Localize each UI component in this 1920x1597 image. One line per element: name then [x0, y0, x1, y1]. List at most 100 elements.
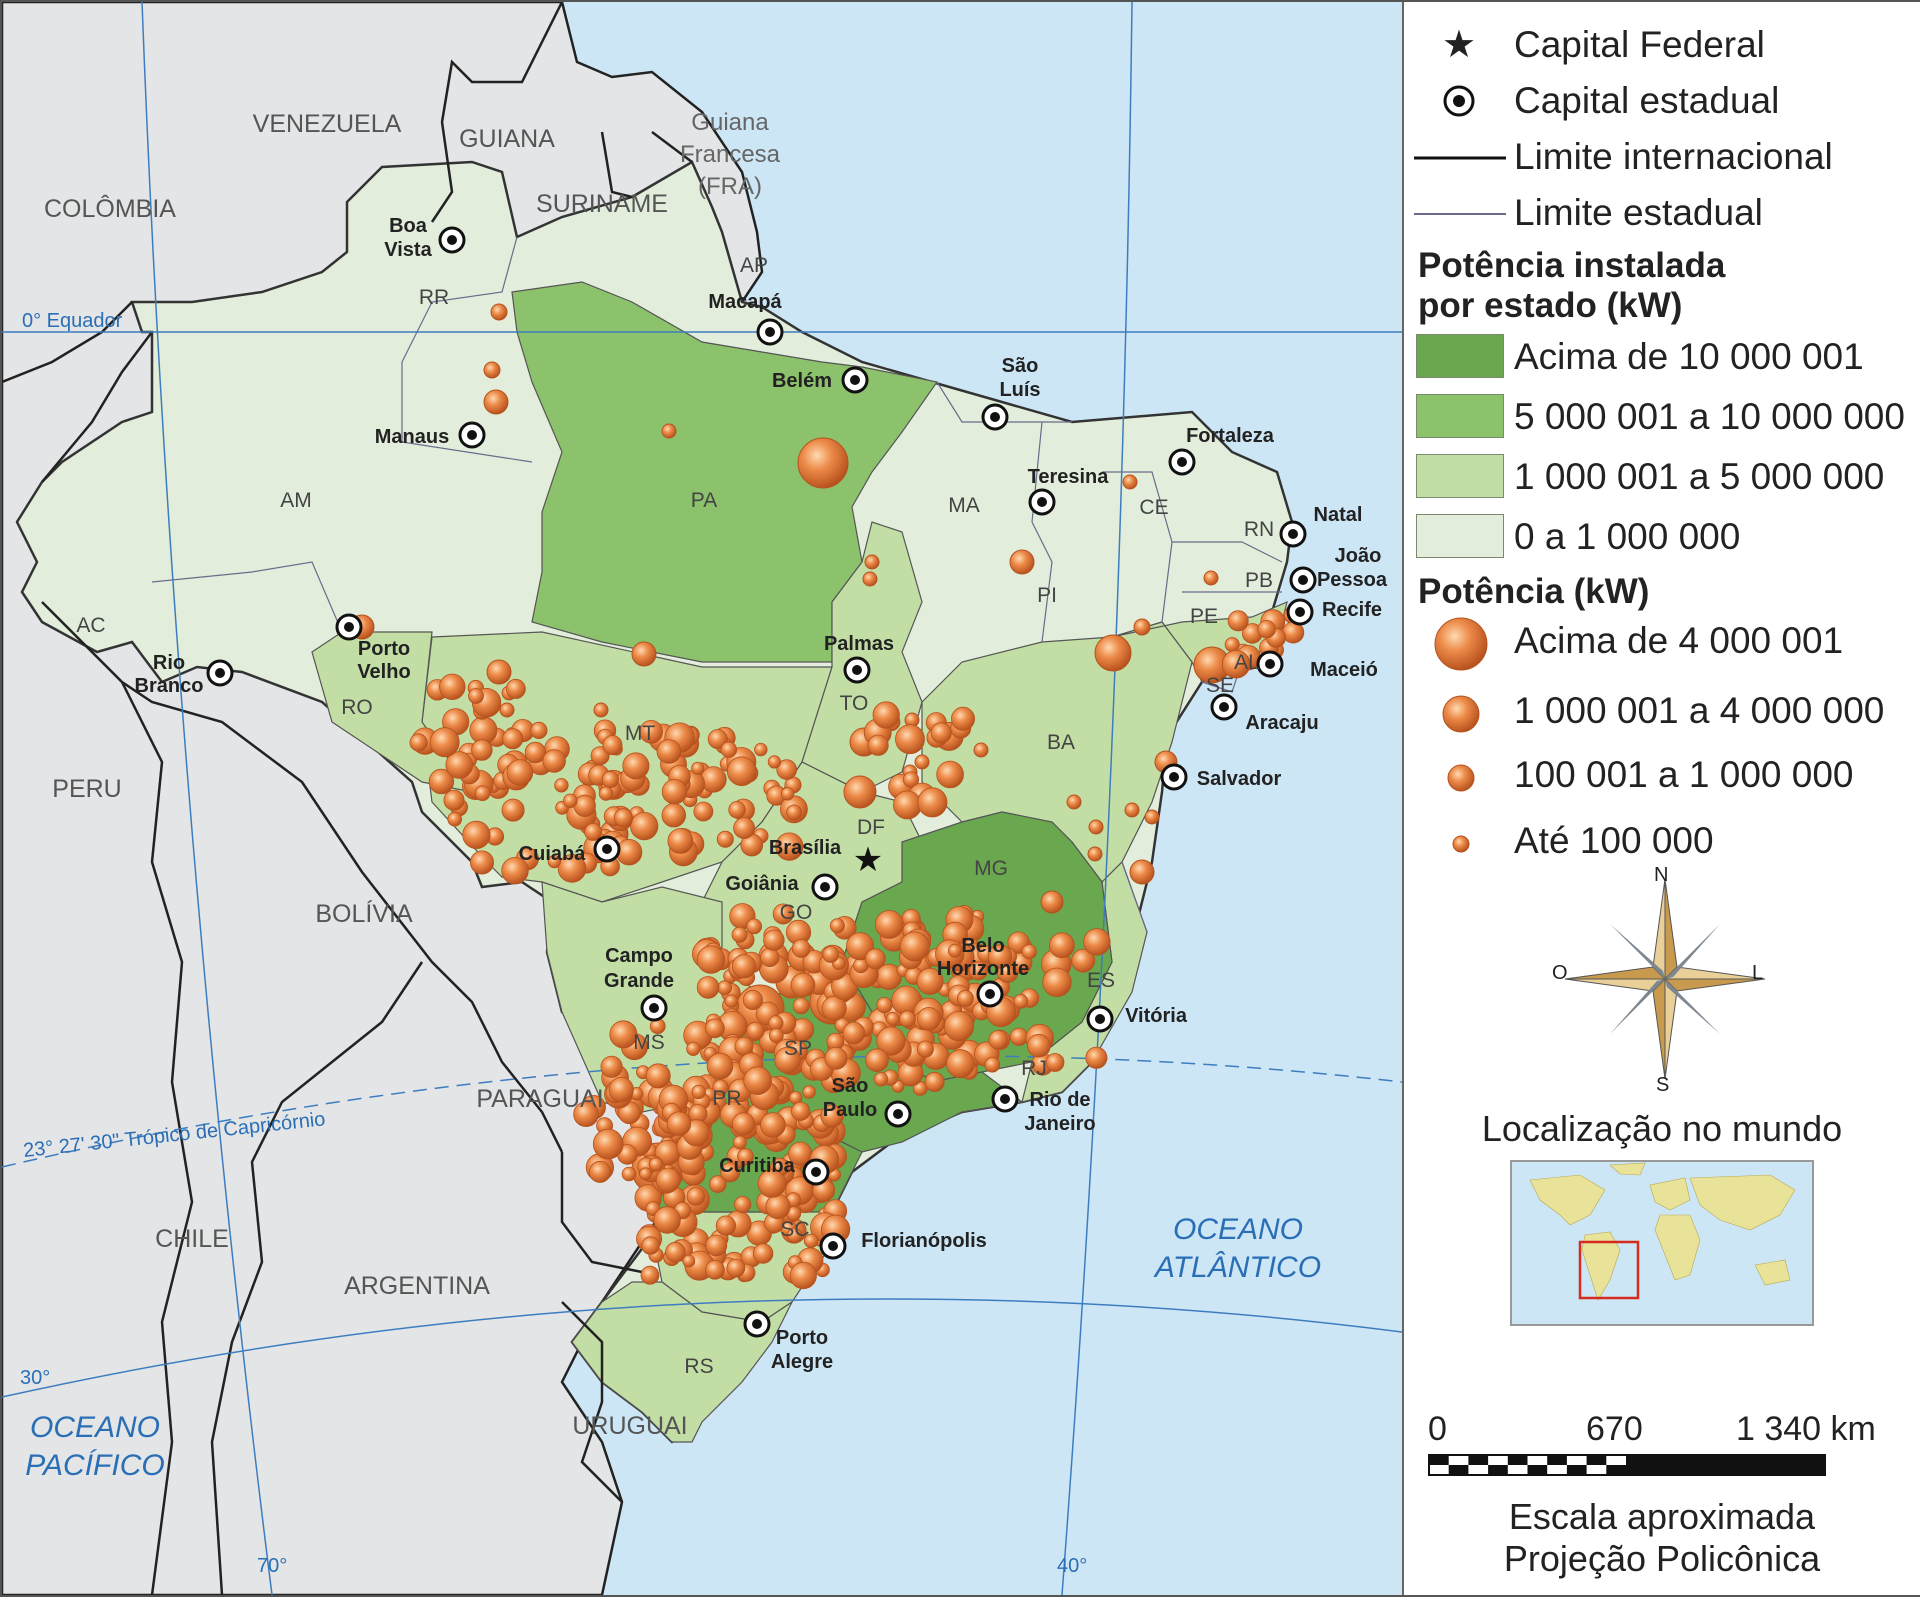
- country-label-bolivia: BOLÍVIA: [315, 899, 413, 928]
- state-label-pa: PA: [691, 489, 717, 512]
- capital-label-maceio: Maceió: [1310, 659, 1378, 681]
- capital-label-recife: Recife: [1322, 599, 1382, 621]
- scale-tick-670: 670: [1586, 1410, 1643, 1448]
- capital-label-rio_branco: Branco: [135, 675, 204, 697]
- equator-label: 0° Equador: [22, 310, 123, 332]
- scale-tick-1340: 1 340 km: [1736, 1410, 1876, 1448]
- scale-caption-2: Projeção Policônica: [1503, 1538, 1821, 1579]
- bubble-icon: [1447, 764, 1475, 792]
- state-label-am: AM: [280, 489, 312, 512]
- legend-label-intl-border: Limite internacional: [1514, 136, 1833, 177]
- gf-line-3: (FRA): [698, 173, 762, 200]
- capital-label-belo_horizonte: Horizonte: [937, 958, 1029, 980]
- state-label-ce: CE: [1139, 496, 1168, 519]
- capital-label-joao_pessoa: Pessoa: [1317, 569, 1388, 591]
- state-label-ac: AC: [76, 614, 105, 637]
- legend-state-class-label: 0 a 1 000 000: [1514, 516, 1741, 557]
- country-label-chile: CHILE: [155, 1225, 229, 1253]
- ocean-labels: OCEANO ATLÂNTICO OCEANO PACÍFICO: [25, 1213, 1321, 1482]
- pacific-label-1: OCEANO: [30, 1411, 160, 1444]
- state-label-rn: RN: [1244, 518, 1274, 541]
- state-capitals: [206, 226, 1317, 1338]
- country-label-peru: PERU: [52, 775, 121, 803]
- state-label-go: GO: [780, 901, 813, 924]
- capital-label-sao_luis: Luís: [999, 379, 1040, 401]
- guiana-francesa-label: Guiana Francesa (FRA): [680, 109, 781, 200]
- legend-power-class-label: 1 000 001 a 4 000 000: [1514, 690, 1885, 731]
- lon40-label: 40°: [1057, 1555, 1087, 1577]
- capital-label-campo_grande: Campo: [605, 945, 673, 967]
- country-label-argentina: ARGENTINA: [344, 1272, 490, 1300]
- scale-caption-1: Escala aproximada: [1508, 1496, 1816, 1537]
- capital-label-porto_alegre: Alegre: [771, 1351, 833, 1373]
- capital-label-sao_luis: São: [1002, 355, 1039, 377]
- state-label-ba: BA: [1047, 731, 1075, 754]
- state-label-pi: PI: [1037, 584, 1057, 607]
- gf-line-1: Guiana: [691, 109, 769, 136]
- capital-label-rio_de_janeiro: Janeiro: [1024, 1113, 1095, 1135]
- state-label-se: SE: [1206, 674, 1234, 697]
- meridian-70: [141, 2, 273, 1595]
- state-label-sp: SP: [784, 1037, 812, 1060]
- bubble-icon: [1434, 617, 1488, 671]
- compass-s: S: [1656, 1074, 1670, 1096]
- legend-state-class-label: 5 000 001 a 10 000 000: [1514, 396, 1905, 437]
- atlantic-label-1: OCEANO: [1173, 1213, 1303, 1246]
- capital-label-aracaju: Aracaju: [1245, 712, 1318, 734]
- legend-label-federal-capital: Capital Federal: [1514, 24, 1765, 65]
- compass-n: N: [1654, 864, 1669, 886]
- country-labels: VENEZUELA GUIANA SURINAME COLÔMBIA PERU …: [44, 110, 688, 1440]
- lat30-line: [2, 1298, 1402, 1398]
- state-label-ma: MA: [948, 494, 980, 517]
- thick-line-icon: [1414, 156, 1506, 160]
- state-label-mt: MT: [625, 722, 655, 745]
- legend-panel: ★ Capital Federal Capital estadual Limit…: [1402, 2, 1920, 1595]
- capital-label-porto_velho: Velho: [357, 661, 410, 683]
- state-title-line-1: Potência instalada: [1418, 246, 1726, 285]
- capital-label-porto_velho: Porto: [358, 638, 410, 660]
- capital-label-belo_horizonte: Belo: [961, 935, 1004, 957]
- capital-label-fortaleza: Fortaleza: [1186, 425, 1275, 447]
- graticule: [2, 2, 1402, 1595]
- legend-swatch: [1416, 514, 1504, 558]
- legend-label-state-capital: Capital estadual: [1514, 80, 1780, 121]
- state-label-pr: PR: [712, 1087, 741, 1110]
- state-label-ms: MS: [633, 1031, 665, 1054]
- lat30-label: 30°: [20, 1367, 50, 1389]
- state-label-df: DF: [857, 816, 885, 839]
- state-label-rs: RS: [684, 1355, 713, 1378]
- state-label-al: AL: [1234, 651, 1260, 674]
- world-locator-map: [1510, 1160, 1814, 1326]
- capital-label-vitoria: Vitória: [1125, 1005, 1188, 1027]
- capital-label-sao_paulo: São: [832, 1075, 869, 1097]
- bubble-icon: [1442, 695, 1480, 733]
- state-label-to: TO: [840, 692, 869, 715]
- capital-label-palmas: Palmas: [824, 633, 894, 655]
- capital-label-salvador: Salvador: [1197, 768, 1282, 790]
- tropic-line: [2, 1055, 1402, 1168]
- state-label-mg: MG: [974, 857, 1008, 880]
- capital-label-boa_vista: Vista: [384, 239, 432, 261]
- federal-capital-star-icon: ★: [853, 841, 883, 879]
- capital-label-belem: Belém: [772, 370, 832, 392]
- legend-swatch: [1416, 394, 1504, 438]
- state-label-ap: AP: [740, 254, 768, 277]
- state-label-es: ES: [1087, 969, 1115, 992]
- capital-label-porto_alegre: Porto: [776, 1327, 828, 1349]
- capital-label-manaus: Manaus: [375, 426, 449, 448]
- gf-line-2: Francesa: [680, 141, 781, 168]
- capital-label-boa_vista: Boa: [389, 215, 428, 237]
- star-icon: ★: [1442, 24, 1477, 66]
- map-svg: ★ VENEZUELA GUIANA SURINAME COLÔMBIA PER…: [2, 2, 1402, 1595]
- legend-state-class-label: 1 000 001 a 5 000 000: [1514, 456, 1885, 497]
- legend-state-class-label: Acima de 10 000 001: [1514, 336, 1864, 377]
- state-label-rj: RJ: [1021, 1057, 1047, 1080]
- legend-power-class-label: Até 100 000: [1514, 820, 1714, 861]
- country-label-venezuela: VENEZUELA: [253, 110, 402, 138]
- bubble-icon: [1452, 835, 1470, 853]
- capital-label-rio_de_janeiro: Rio de: [1029, 1089, 1090, 1111]
- state-label-ro: RO: [341, 696, 373, 719]
- country-label-suriname: SURINAME: [536, 190, 668, 218]
